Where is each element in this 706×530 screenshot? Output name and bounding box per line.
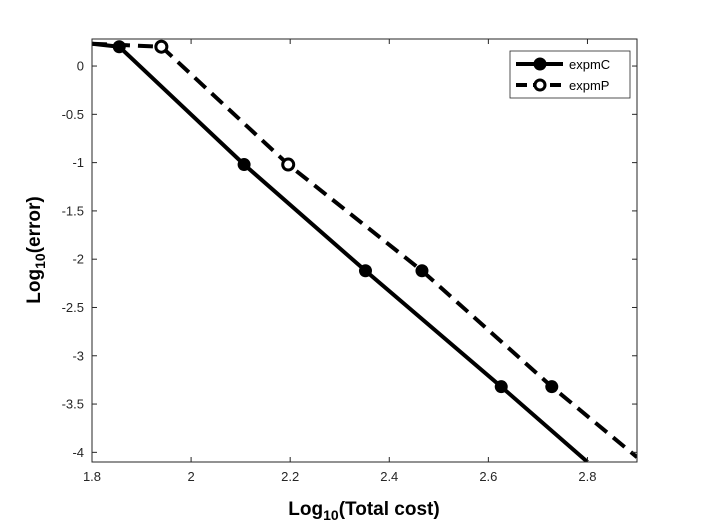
x-axis-label: Log10(Total cost)	[288, 499, 439, 523]
y-axis-label: Log10(error)	[24, 196, 48, 303]
data-point-expmP	[415, 264, 429, 278]
data-point-expmC	[237, 158, 251, 172]
x-tick-label: 2.4	[380, 469, 398, 484]
series-line-expmP	[92, 41, 637, 459]
plot-frame	[91, 38, 638, 463]
data-point-expmP	[154, 39, 169, 54]
x-axis: 1.8 2 2.2 2.4 2.6 2.8	[83, 39, 596, 484]
y-tick-label: -0.5	[62, 107, 84, 122]
y-tick-label: 0	[77, 59, 84, 74]
y-tick-label: -4	[72, 445, 84, 460]
legend-marker-expmP	[533, 78, 547, 92]
y-tick-label: -2	[72, 252, 84, 267]
marker-layer	[112, 39, 559, 394]
y-tick-label: -1	[72, 155, 84, 170]
legend-box	[509, 50, 631, 99]
x-tick-label: 2.8	[578, 469, 596, 484]
x-tick-label: 2.6	[479, 469, 497, 484]
x-tick-label: 2.2	[281, 469, 299, 484]
legend: expmC expmP	[509, 50, 631, 99]
y-tick-label: -3	[72, 348, 84, 363]
y-tick-label: -3.5	[62, 397, 84, 412]
y-axis: 0 -0.5 -1 -1.5 -2 -2.5 -3 -3.5 -4	[62, 59, 637, 460]
legend-label-expmC: expmC	[569, 57, 610, 72]
data-point-expmC	[112, 40, 126, 54]
data-point-expmC	[494, 380, 508, 394]
y-tick-label: -1.5	[62, 203, 84, 218]
x-tick-label: 1.8	[83, 469, 101, 484]
x-tick-label: 2	[187, 469, 194, 484]
legend-marker-expmC	[533, 57, 547, 71]
data-point-expmP	[545, 380, 559, 394]
legend-label-expmP: expmP	[569, 78, 609, 93]
y-tick-label: -2.5	[62, 300, 84, 315]
data-point-expmC	[358, 264, 372, 278]
data-point-expmP	[281, 157, 296, 172]
